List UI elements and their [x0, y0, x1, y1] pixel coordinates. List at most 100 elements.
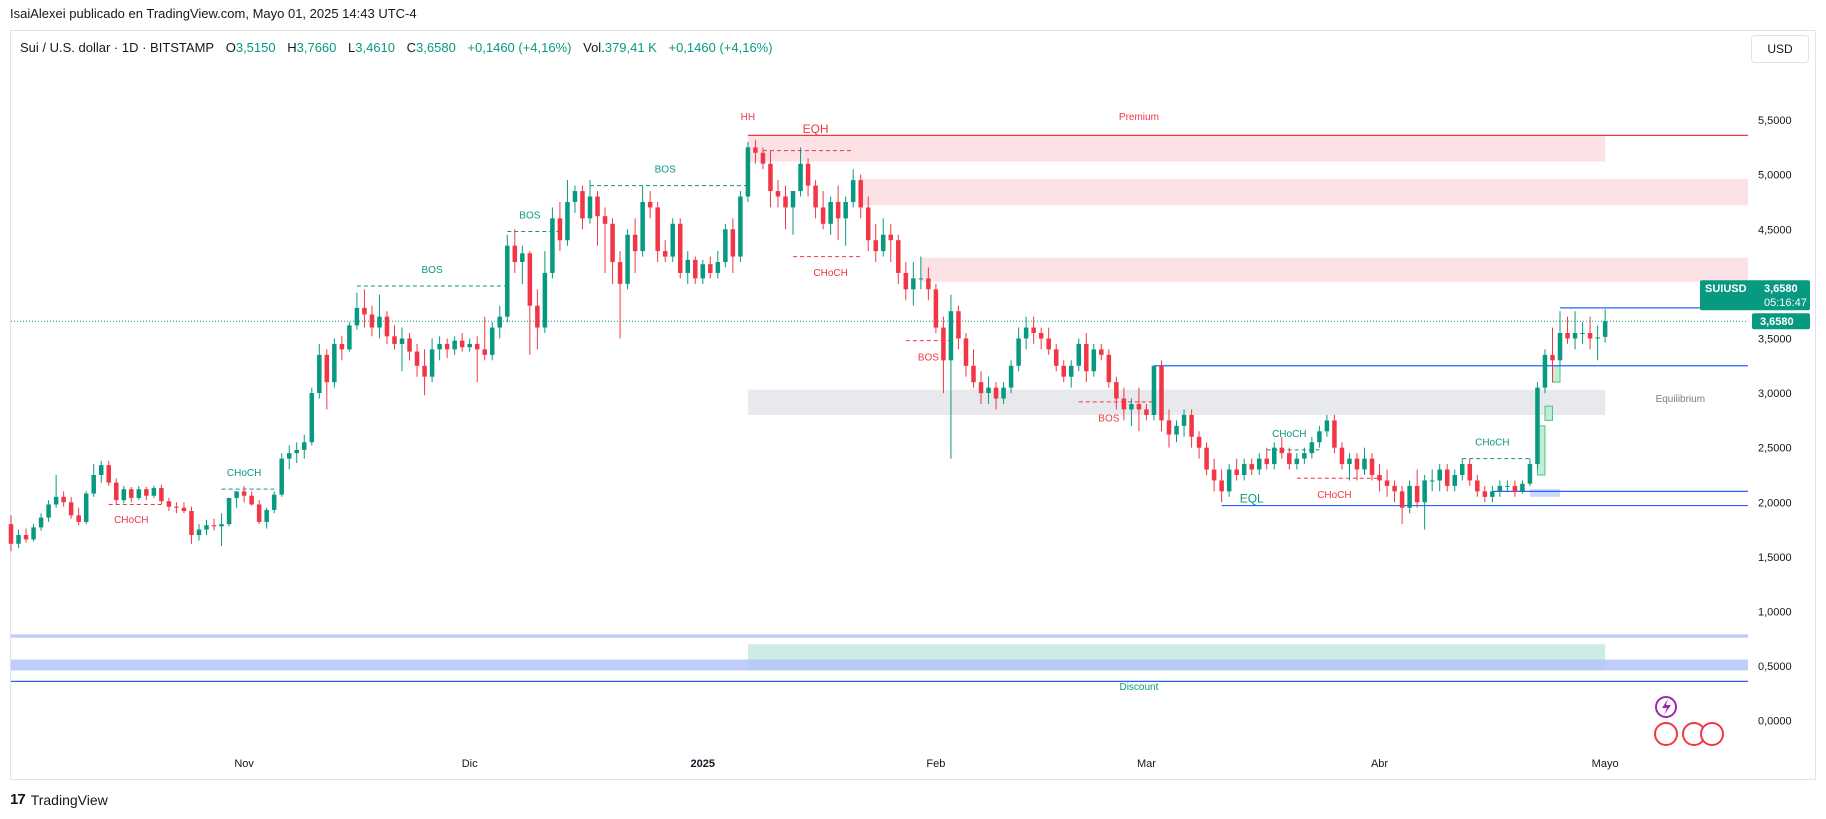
candle [535, 289, 540, 350]
candle-body [850, 180, 856, 202]
candle [1196, 431, 1202, 459]
candle [1587, 316, 1593, 350]
candle-body [324, 354, 330, 383]
candle [527, 251, 533, 355]
premium-zone-1 [747, 135, 1606, 162]
candle-body [587, 196, 593, 219]
candle [332, 338, 337, 388]
y-tick-label: 2,5000 [1758, 443, 1792, 455]
x-tick-label: Nov [234, 758, 254, 770]
candle-body [256, 504, 262, 522]
candle-body [429, 349, 435, 377]
candle [1294, 453, 1300, 470]
candle-body [1219, 480, 1224, 492]
candle [8, 515, 14, 552]
candle-body [204, 525, 209, 530]
tradingview-logo-icon[interactable]: 17 [10, 791, 26, 808]
candle-body [1452, 474, 1457, 486]
candle [1475, 474, 1480, 497]
candle-body [580, 191, 585, 219]
candle-body [234, 491, 239, 498]
demand-block-1 [1529, 489, 1561, 497]
candle [1429, 469, 1435, 492]
candle [114, 478, 119, 505]
candle-body [1557, 333, 1563, 361]
y-tick-label: 4,5000 [1758, 224, 1792, 236]
last-price-axis-box [1752, 313, 1810, 330]
candle-body [1444, 469, 1450, 486]
candle-body [1505, 485, 1510, 487]
candle-body [986, 387, 991, 394]
candle [362, 289, 367, 328]
currency-button[interactable]: USD [1751, 35, 1809, 63]
candle-body [286, 453, 292, 459]
high-label: H [287, 40, 297, 55]
candle [993, 382, 999, 410]
candle-body [497, 316, 503, 328]
candle [1091, 343, 1097, 377]
footer-brand[interactable]: TradingView [30, 791, 108, 808]
symbol-title[interactable]: Sui / U.S. dollar · 1D · BITSTAMP [20, 40, 215, 55]
candle [414, 343, 420, 377]
candle-body [1317, 431, 1322, 443]
candle-body [783, 196, 788, 208]
candle [226, 497, 232, 527]
annotation-label: BOS [918, 352, 939, 363]
candle [888, 223, 894, 263]
candle [422, 349, 427, 396]
candle [572, 185, 578, 213]
candle-body [121, 489, 127, 501]
candle-body [369, 314, 375, 328]
annotation-label: Discount [1119, 682, 1158, 693]
candle [1407, 480, 1412, 514]
price-badge-countdown: 05:16:47 [1764, 297, 1807, 309]
annotation-label: CHoCH [1475, 437, 1509, 448]
price-badge-symbol-box [1700, 280, 1810, 311]
candle-body [1287, 453, 1292, 465]
candle [1249, 458, 1254, 475]
low-label: L [348, 40, 356, 55]
candle-body [264, 509, 269, 522]
candle-body [129, 489, 134, 498]
candle [1542, 349, 1548, 394]
candle [106, 460, 112, 486]
candle [693, 256, 698, 284]
candle-body [474, 343, 480, 350]
us-flag-icon[interactable] [1700, 722, 1724, 746]
candle [813, 180, 818, 219]
footer: 17 TradingView [10, 791, 108, 808]
candle [1384, 469, 1390, 497]
candle-body [1129, 404, 1134, 410]
candle [1437, 464, 1442, 492]
candle [46, 500, 51, 522]
candle-body [1535, 387, 1540, 465]
candle-body [542, 272, 548, 328]
volume-change-value: +0,1460 (+4,16%) [668, 40, 773, 55]
candle [625, 229, 630, 290]
candle [136, 485, 142, 501]
candle-body [1241, 464, 1247, 475]
candle-body [527, 253, 533, 306]
y-tick-label: 3,0000 [1758, 388, 1792, 400]
candle [16, 529, 21, 549]
candle-body [843, 201, 848, 219]
candle [1068, 360, 1074, 388]
candle [941, 316, 946, 394]
annotation-label: BOS [655, 164, 676, 175]
candle [1016, 327, 1021, 372]
candle-body [918, 278, 924, 280]
candle [903, 262, 909, 301]
candle-body [1272, 447, 1277, 465]
candle [805, 158, 811, 197]
candle [241, 485, 247, 503]
candle [1189, 409, 1194, 448]
lightning-icon-glyph [1662, 699, 1671, 715]
y-tick-label: 0,0000 [1758, 716, 1792, 728]
candle [768, 150, 773, 208]
candle [1444, 464, 1450, 492]
candle-body [753, 147, 758, 153]
candle-body [1211, 469, 1217, 481]
candle-body [956, 311, 961, 339]
us-flag-icon[interactable] [1654, 722, 1678, 746]
